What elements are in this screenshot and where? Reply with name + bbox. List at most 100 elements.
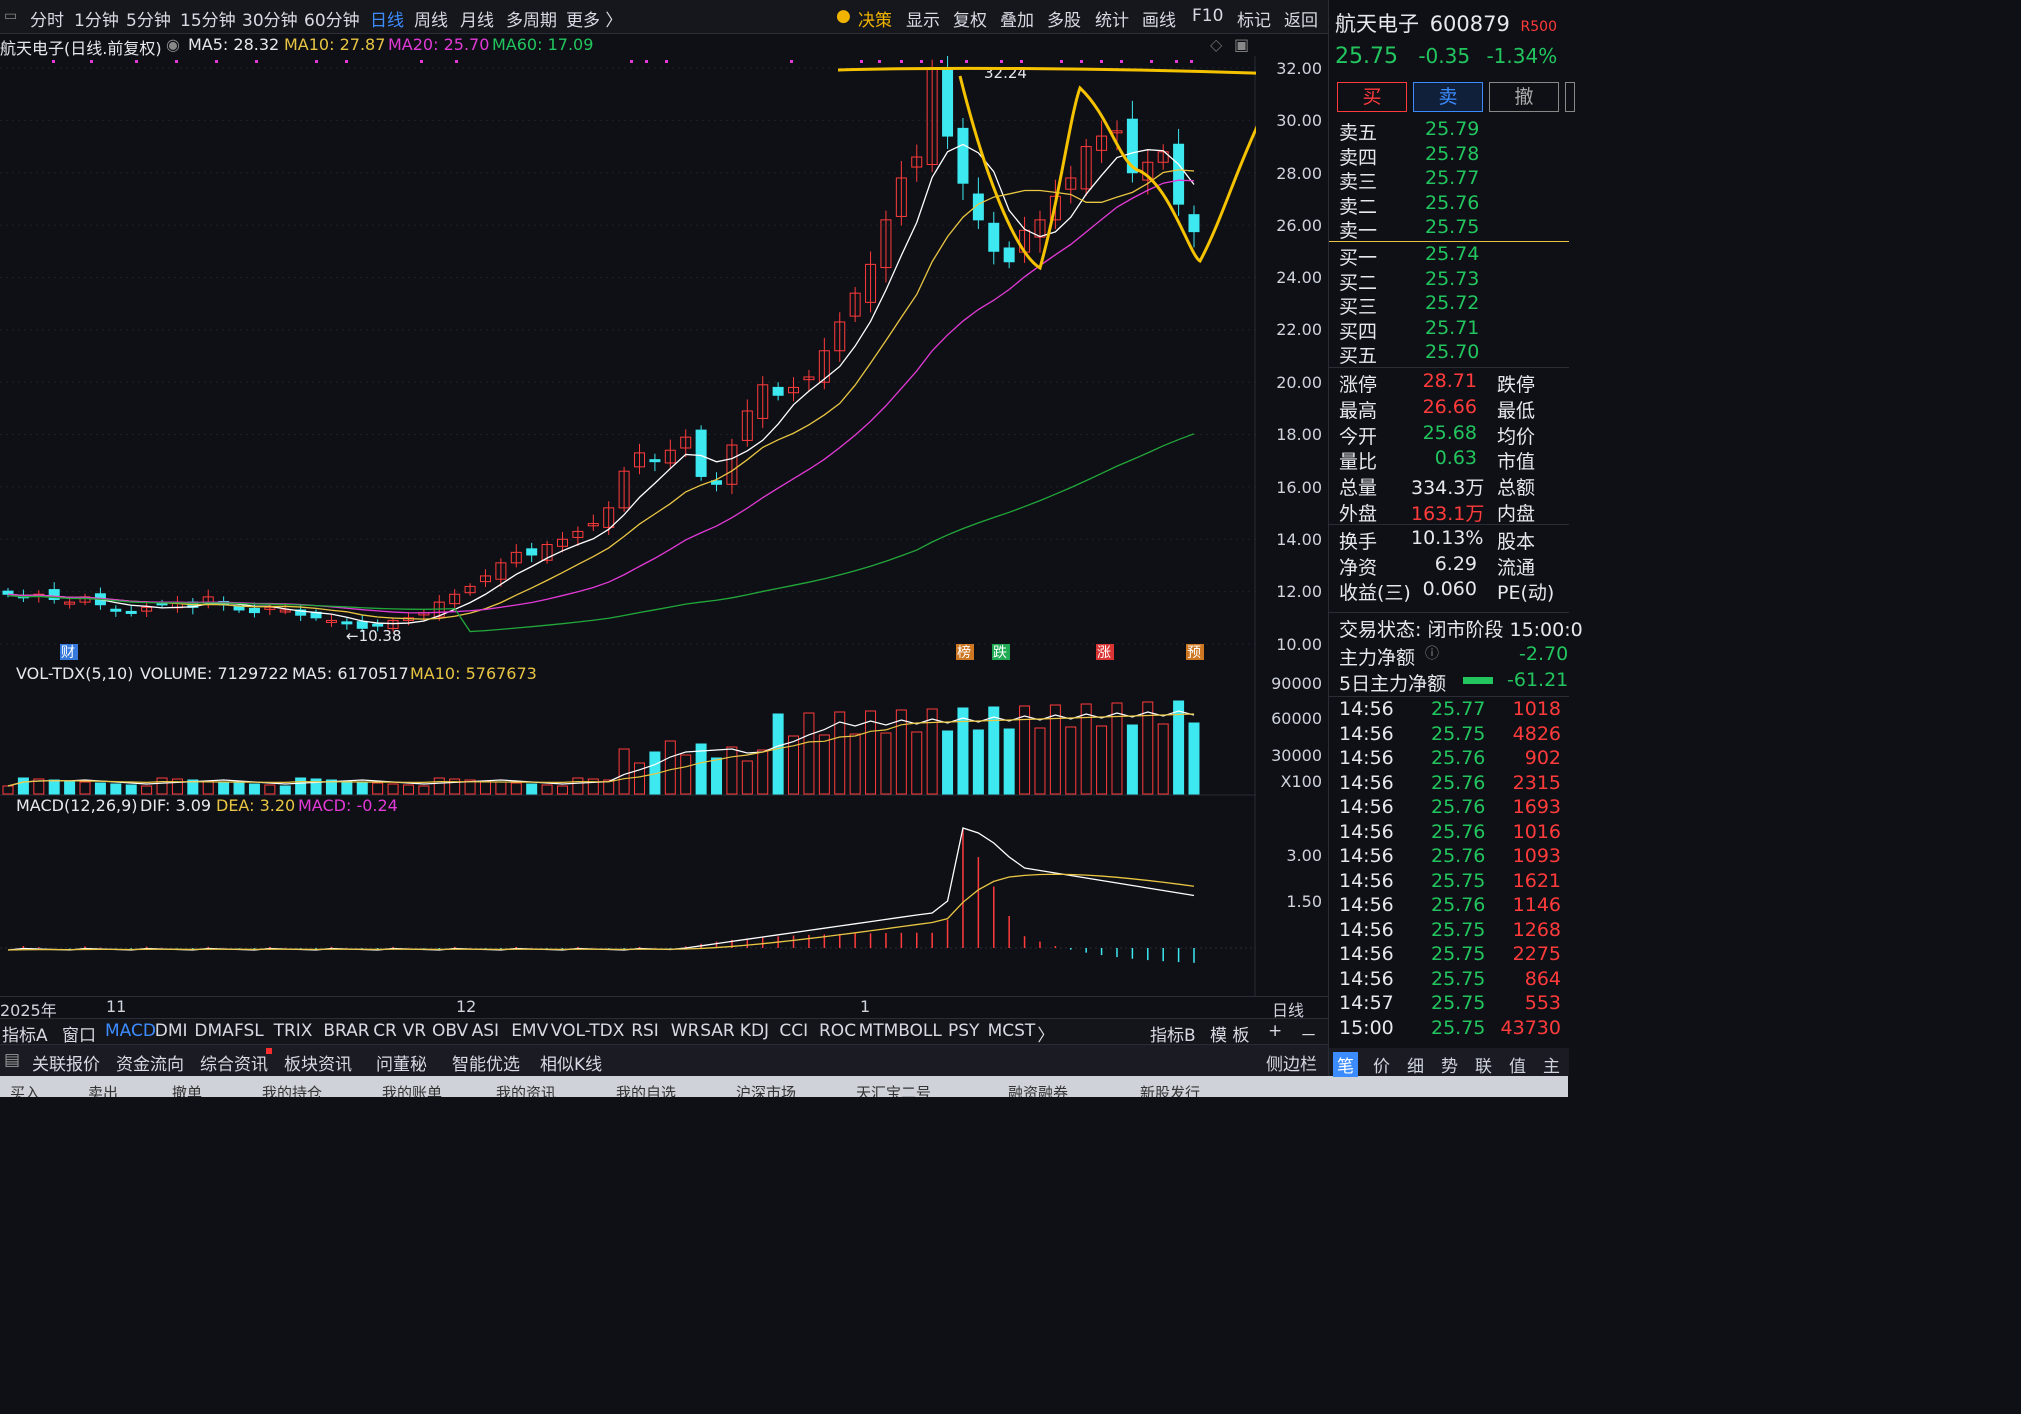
tool-decision[interactable]: 决策 [858, 11, 892, 31]
indicator-mcst[interactable]: MCST [987, 1021, 1036, 1041]
bottom-9[interactable]: 融资融券 [1008, 1084, 1069, 1097]
period-1min[interactable]: 1分钟 [74, 11, 119, 31]
bottom-4[interactable]: 我的账单 [382, 1084, 443, 1097]
right-tab-3[interactable]: 势 [1441, 1057, 1458, 1077]
bid-row[interactable]: 买一 25.74 [1339, 243, 1569, 269]
tab-similar-kline[interactable]: 相似K线 [540, 1055, 603, 1075]
sell-button[interactable]: 卖 [1413, 82, 1483, 112]
indicator-dma[interactable]: DMA [194, 1021, 234, 1041]
tab-related-quote[interactable]: 关联报价 [32, 1055, 100, 1075]
panel-more-button[interactable] [1565, 82, 1575, 112]
tool-draw[interactable]: 画线 [1142, 11, 1176, 31]
bottom-5[interactable]: 我的资讯 [496, 1084, 557, 1097]
remove-button[interactable]: － [1300, 1026, 1317, 1046]
indicator-wr[interactable]: WR [670, 1021, 700, 1041]
bottom-3[interactable]: 我的持仓 [262, 1084, 323, 1097]
bottom-10[interactable]: 新股发行 [1140, 1084, 1201, 1097]
bottom-2[interactable]: 撤单 [172, 1084, 203, 1097]
settings-icon[interactable]: ◉ [166, 35, 180, 54]
info-menu-icon[interactable]: ▤ [4, 1050, 21, 1070]
kline-chart[interactable]: 32.24 ←10.38 财 榜 跌 涨 预 [0, 56, 1256, 662]
sidebar-toggle[interactable]: 侧边栏 [1266, 1055, 1317, 1075]
period-5min[interactable]: 5分钟 [126, 11, 171, 31]
right-tab-5[interactable]: 值 [1509, 1057, 1526, 1077]
template-button[interactable]: 模 板 [1210, 1026, 1250, 1046]
bottom-7[interactable]: 沪深市场 [736, 1084, 797, 1097]
indicator-vol-tdx[interactable]: VOL-TDX [550, 1021, 625, 1041]
indicator-trix[interactable]: TRIX [273, 1021, 313, 1041]
right-tab-0[interactable]: 笔 [1333, 1052, 1358, 1077]
cancel-button[interactable]: 撤 [1489, 82, 1559, 112]
tool-mark[interactable]: 标记 [1237, 11, 1271, 31]
ask-row[interactable]: 卖一 25.75 [1339, 216, 1569, 242]
ask-row[interactable]: 卖四 25.78 [1339, 143, 1569, 169]
indicator-cci[interactable]: CCI [779, 1021, 809, 1041]
indicator-psy[interactable]: PSY [948, 1021, 980, 1041]
bid-row[interactable]: 买三 25.72 [1339, 292, 1569, 318]
period-fenshi[interactable]: 分时 [30, 11, 64, 31]
indicator-brar[interactable]: BRAR [323, 1021, 370, 1041]
bottom-8[interactable]: 天汇宝二号 [856, 1084, 932, 1097]
right-tab-2[interactable]: 细 [1407, 1057, 1424, 1077]
panel-icon[interactable]: ▣ [1234, 35, 1250, 54]
tool-multistock[interactable]: 多股 [1047, 11, 1081, 31]
volume-chart[interactable] [0, 662, 1256, 796]
bottom-0[interactable]: 买入 [10, 1084, 41, 1097]
indicator-vr[interactable]: VR [402, 1021, 427, 1041]
period-15min[interactable]: 15分钟 [180, 11, 236, 31]
indicator-boll[interactable]: BOLL [898, 1021, 942, 1041]
indicator-sar[interactable]: SAR [700, 1021, 735, 1041]
indicator-obv[interactable]: OBV [432, 1021, 469, 1041]
right-tab-6[interactable]: 主 [1543, 1057, 1560, 1077]
period-more[interactable]: 更多 〉 [566, 11, 623, 31]
ask-row[interactable]: 卖三 25.77 [1339, 167, 1569, 193]
indicator-窗口[interactable]: 窗口 [62, 1026, 96, 1046]
tool-adjust[interactable]: 复权 [953, 11, 987, 31]
indicator-fsl[interactable]: FSL [234, 1021, 264, 1041]
indicator-emv[interactable]: EMV [511, 1021, 549, 1041]
diamond-icon[interactable]: ◇ [1210, 35, 1223, 54]
bottom-1[interactable]: 卖出 [88, 1084, 119, 1097]
tab-smart-select[interactable]: 智能优选 [452, 1055, 520, 1075]
bid-row[interactable]: 买五 25.70 [1339, 341, 1569, 367]
macd-chart[interactable] [0, 796, 1256, 996]
window-icon[interactable]: ▭ [4, 8, 18, 24]
period-daily[interactable]: 日线 [370, 11, 404, 31]
tool-f10[interactable]: F10 [1192, 6, 1224, 26]
decision-icon[interactable]: ● [836, 6, 851, 26]
period-multi[interactable]: 多周期 [506, 11, 557, 31]
tool-back[interactable]: 返回 [1284, 11, 1318, 31]
indicator-cr[interactable]: CR [373, 1021, 397, 1041]
tab-sector-news[interactable]: 板块资讯 [284, 1055, 352, 1075]
tool-stats[interactable]: 统计 [1095, 11, 1129, 31]
indicator-rsi[interactable]: RSI [631, 1021, 659, 1041]
tab-capital-flow[interactable]: 资金流向 [116, 1055, 184, 1075]
bid-row[interactable]: 买二 25.73 [1339, 268, 1569, 294]
buy-button[interactable]: 买 [1337, 82, 1407, 112]
tab-ask-board[interactable]: 问董秘 [376, 1055, 427, 1075]
right-tab-4[interactable]: 联 [1475, 1057, 1492, 1077]
indicator-kdj[interactable]: KDJ [739, 1021, 770, 1041]
ask-row[interactable]: 卖二 25.76 [1339, 192, 1569, 218]
indicator-dmi[interactable]: DMI [154, 1021, 188, 1041]
period-label[interactable]: 日线 [1272, 1001, 1305, 1020]
right-tab-1[interactable]: 价 [1373, 1057, 1390, 1077]
indicator-macd[interactable]: MACD [105, 1021, 156, 1041]
period-weekly[interactable]: 周线 [414, 11, 448, 31]
period-30min[interactable]: 30分钟 [242, 11, 298, 31]
info-icon[interactable]: ⓘ [1425, 646, 1439, 662]
tool-display[interactable]: 显示 [906, 11, 940, 31]
tool-overlay[interactable]: 叠加 [1000, 11, 1034, 31]
indicator-a-button[interactable]: 指标A [2, 1026, 48, 1046]
bottom-6[interactable]: 我的自选 [616, 1084, 677, 1097]
add-button[interactable]: + [1268, 1021, 1283, 1041]
indicator-asi[interactable]: ASI [471, 1021, 500, 1041]
indicator-more[interactable]: 〉 [1037, 1026, 1055, 1046]
bid-row[interactable]: 买四 25.71 [1339, 317, 1569, 343]
tab-news[interactable]: 综合资讯 [200, 1055, 268, 1075]
indicator-mtm[interactable]: MTM [858, 1021, 899, 1041]
ask-row[interactable]: 卖五 25.79 [1339, 118, 1569, 144]
indicator-roc[interactable]: ROC [819, 1021, 857, 1041]
period-monthly[interactable]: 月线 [460, 11, 494, 31]
period-60min[interactable]: 60分钟 [304, 11, 360, 31]
